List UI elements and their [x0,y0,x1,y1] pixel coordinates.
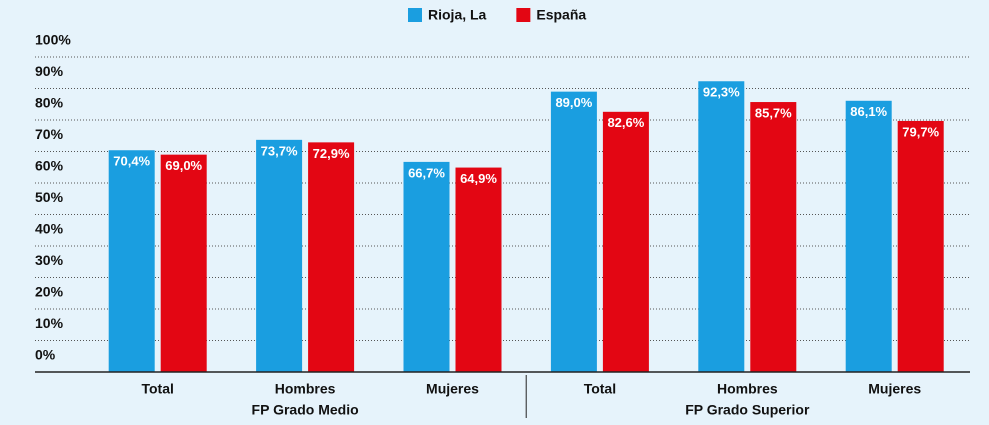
x-tick-label: Hombres [275,381,336,397]
bar [550,91,597,373]
y-tick-label: 0% [35,347,56,363]
value-label: 92,3% [703,85,740,100]
value-label: 89,0% [555,95,592,110]
y-tick-label: 50% [35,189,64,205]
legend-swatch [516,8,531,22]
value-label: 86,1% [850,104,887,119]
y-tick-label: 10% [35,315,64,331]
value-label: 69,0% [165,158,202,173]
bar [602,111,649,372]
legend-label: España [536,7,586,23]
x-tick-label: Total [584,381,616,397]
y-tick-label: 90% [35,63,64,79]
value-label: 66,7% [408,165,445,180]
bar [897,120,944,372]
value-label: 64,9% [460,171,497,186]
bar [256,139,303,372]
bar [698,81,745,372]
x-tick-label: Mujeres [868,381,921,397]
bar [108,150,155,372]
bar [308,142,355,372]
value-label: 72,9% [313,146,350,161]
y-tick-label: 40% [35,221,64,237]
y-tick-label: 20% [35,284,64,300]
bar [403,161,450,372]
bar [455,167,502,372]
bar [845,100,892,372]
value-label: 73,7% [261,143,298,158]
value-label: 70,4% [113,154,150,169]
value-label: 79,7% [902,124,939,139]
y-tick-label: 30% [35,252,64,268]
x-tick-label: Hombres [717,381,778,397]
y-tick-label: 100% [35,32,71,48]
group-label: FP Grado Medio [252,402,359,418]
group-label: FP Grado Superior [685,402,810,418]
value-label: 85,7% [755,105,792,120]
bar [160,154,207,372]
legend-label: Rioja, La [428,7,487,23]
legend-swatch [408,8,422,22]
x-tick-label: Mujeres [426,381,479,397]
x-tick-label: Total [141,381,173,397]
y-tick-label: 60% [35,158,64,174]
y-tick-label: 80% [35,95,64,111]
bar [750,102,797,373]
value-label: 82,6% [607,115,644,130]
y-tick-label: 70% [35,126,64,142]
